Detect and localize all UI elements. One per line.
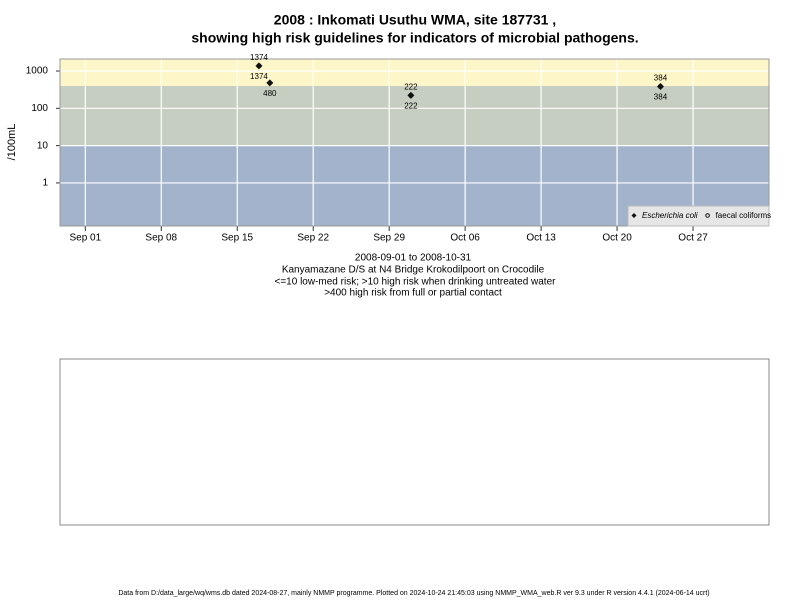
x-tick-label: Sep 29: [373, 233, 405, 244]
x-tick-label: Oct 20: [602, 233, 632, 244]
y-tick-label: 1: [42, 178, 48, 189]
chart-title: 2008 : Inkomati Usuthu WMA, site 187731 …: [274, 12, 556, 28]
point: [408, 92, 414, 98]
y-tick-label: 10: [37, 140, 49, 151]
footer: Data from D:/data_large/wq/wms.db dated …: [118, 590, 709, 597]
point: [256, 63, 262, 69]
x-tick-label: Oct 06: [450, 233, 480, 244]
x-tick-label: Sep 15: [221, 233, 253, 244]
data-label: 384: [654, 74, 668, 83]
subtitle: <=10 low-med risk; >10 high risk when dr…: [275, 277, 557, 288]
data-label: 1374: [250, 72, 268, 81]
subtitle: Kanyamazane D/S at N4 Bridge Krokodilpoo…: [282, 265, 545, 276]
data-label: 222: [404, 83, 418, 92]
y-tick-label: 100: [31, 103, 48, 114]
data-label: 1374: [250, 53, 268, 62]
data-label: 384: [654, 93, 668, 102]
data-label: 480: [263, 89, 277, 98]
x-tick-label: Sep 22: [297, 233, 329, 244]
point: [657, 84, 663, 90]
data-label: 222: [404, 102, 418, 111]
point: [266, 79, 274, 87]
risk-band: [60, 59, 769, 86]
risk-band: [60, 85, 769, 146]
empty-panel: [59, 358, 770, 526]
legend-label: Escherichia coli: [642, 211, 698, 220]
subtitle: >400 high risk from full or partial cont…: [324, 288, 502, 299]
y-tick-label: 1000: [26, 66, 49, 77]
x-tick-label: Oct 13: [526, 233, 556, 244]
x-tick-label: Sep 01: [69, 233, 101, 244]
subtitle: 2008-09-01 to 2008-10-31: [355, 253, 472, 264]
x-tick-label: Sep 08: [145, 233, 177, 244]
legend-box: [627, 205, 770, 227]
plot-frame: [59, 58, 770, 227]
y-axis-label: /100mL: [6, 124, 18, 161]
chart-title: showing high risk guidelines for indicat…: [191, 30, 638, 46]
legend-label: faecal coliforms: [716, 211, 772, 220]
x-tick-label: Oct 27: [678, 233, 708, 244]
legend-marker: [705, 213, 710, 218]
legend-marker: [631, 213, 637, 218]
